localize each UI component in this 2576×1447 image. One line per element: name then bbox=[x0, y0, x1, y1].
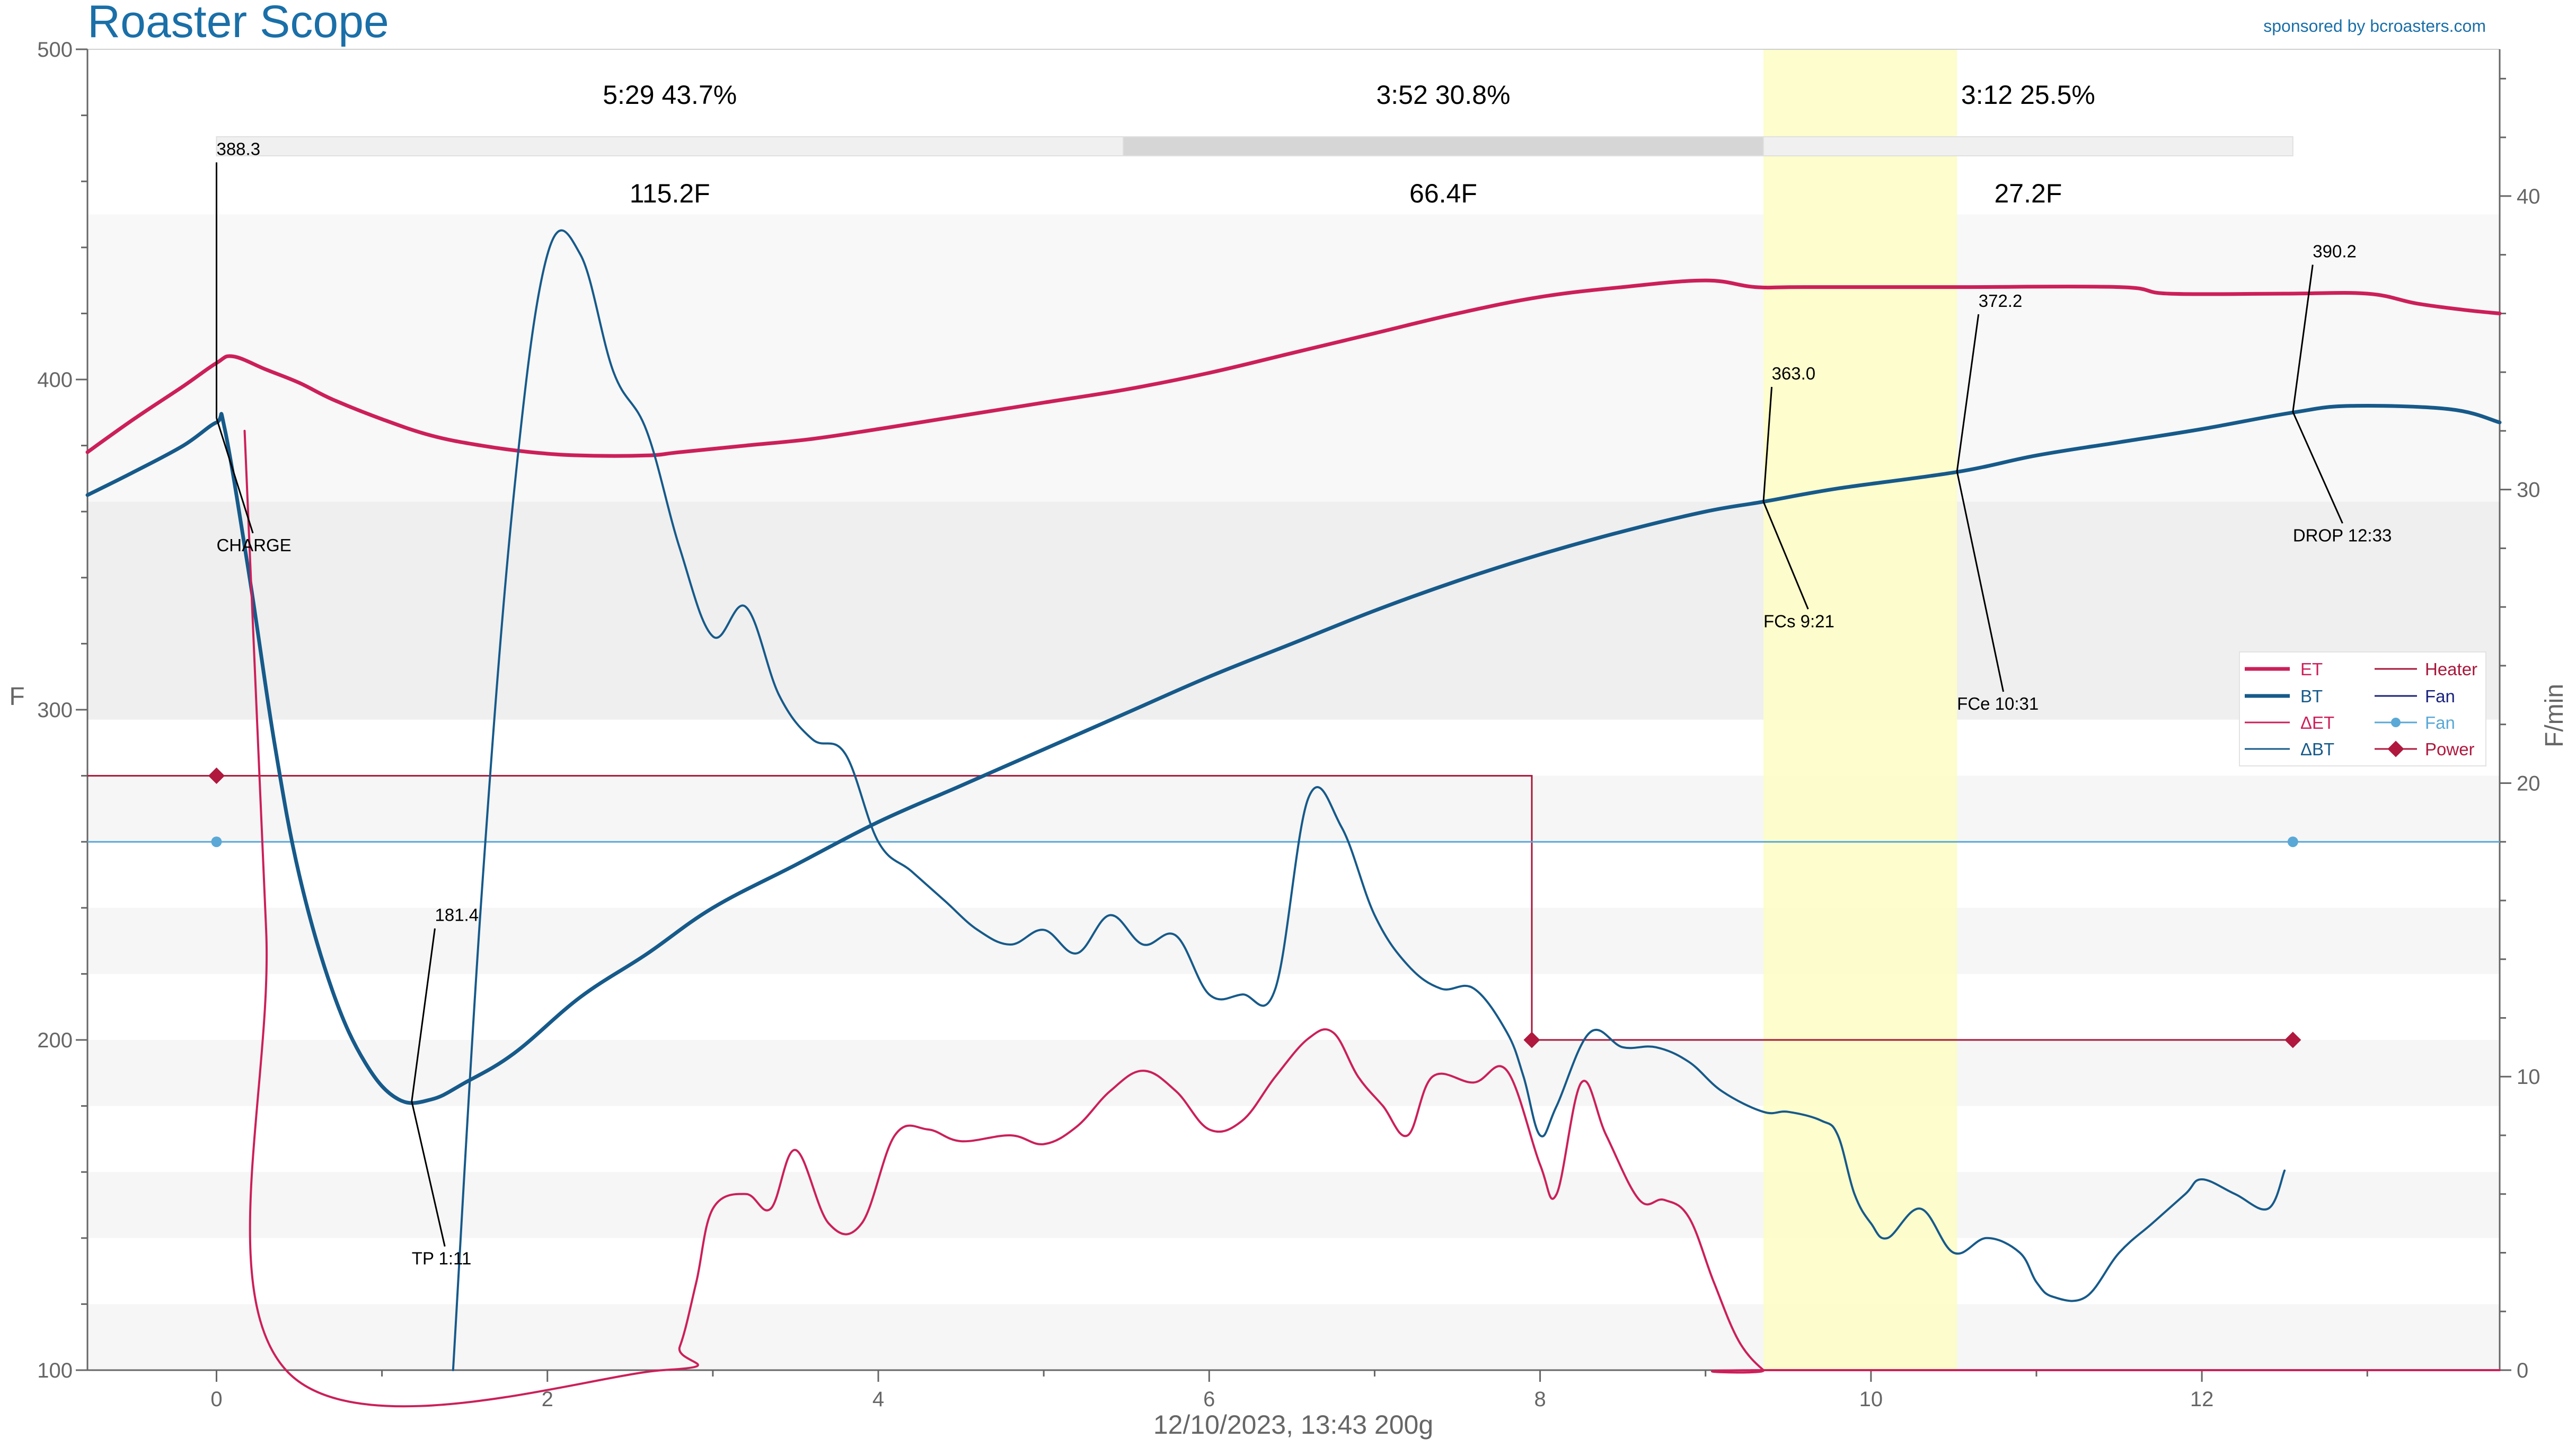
event-value-label: 181.4 bbox=[435, 905, 479, 925]
event-leader-line bbox=[1762, 386, 1773, 502]
event-leader-line bbox=[1956, 471, 2005, 692]
phase-bar-segment bbox=[216, 136, 1124, 156]
y-left-tick-label: 100 bbox=[37, 1359, 73, 1382]
x-tick-label: 6 bbox=[1203, 1388, 1215, 1411]
background-bands bbox=[87, 214, 2500, 1370]
fc-band-rect bbox=[1763, 49, 1957, 1370]
fan-marker bbox=[2287, 836, 2298, 848]
bg-band bbox=[87, 775, 2500, 842]
event-leader-line bbox=[216, 418, 254, 534]
bg-band bbox=[87, 907, 2500, 974]
phase-rise-label: 27.2F bbox=[1994, 179, 2062, 208]
event-name-label: FCe 10:31 bbox=[1957, 694, 2039, 713]
y-right-tick-label: 10 bbox=[2517, 1065, 2540, 1089]
legend: ET BT ΔET ΔBT Heater Fan Fan Power bbox=[2239, 651, 2486, 766]
event-leader-line bbox=[411, 1101, 446, 1247]
x-tick-label: 2 bbox=[542, 1388, 553, 1411]
delta-bt-line bbox=[452, 229, 2286, 1371]
event-name-label: CHARGE bbox=[216, 535, 291, 555]
x-tick-label: 12 bbox=[2190, 1388, 2214, 1411]
power-marker bbox=[1523, 1031, 1540, 1048]
series-group bbox=[85, 229, 2502, 1408]
power-marker bbox=[208, 767, 225, 784]
bg-band-development-zone bbox=[87, 501, 2500, 720]
footer-date-weight: 12/10/2023, 13:43 200g bbox=[1153, 1410, 1433, 1440]
event-value-label: 363.0 bbox=[1772, 364, 1816, 383]
legend-fan-label: Fan bbox=[2425, 713, 2455, 733]
x-tick-label: 0 bbox=[210, 1388, 222, 1411]
first-crack-band bbox=[1763, 49, 1957, 1370]
legend-power-label: Power bbox=[2425, 739, 2475, 759]
phase-bar-segment bbox=[1762, 136, 2293, 156]
x-tick-label: 8 bbox=[1534, 1388, 1546, 1411]
y-right-tick-label: 40 bbox=[2517, 185, 2540, 208]
y-right-tick-label: 30 bbox=[2517, 479, 2540, 502]
y-left-tick-label: 400 bbox=[37, 368, 73, 392]
x-tick-label: 10 bbox=[1859, 1388, 1883, 1411]
bg-band-roast-zone bbox=[87, 214, 2500, 502]
sponsor-link[interactable]: sponsored by bcroasters.com bbox=[2263, 16, 2486, 36]
event-leader-line bbox=[1762, 501, 1809, 610]
event-name-label: TP 1:11 bbox=[412, 1249, 472, 1268]
x-tick-label: 4 bbox=[872, 1388, 884, 1411]
delta-et-line bbox=[243, 429, 2501, 1408]
legend-heater-label: Heater bbox=[2425, 659, 2477, 679]
et-line bbox=[85, 278, 2502, 458]
event-leader-line bbox=[2292, 264, 2314, 412]
phase-bar: 5:29 43.7% 115.2F 3:52 30.8% 66.4F 3:12 25.5… bbox=[216, 80, 2293, 208]
bg-band bbox=[87, 1304, 2500, 1370]
event-value-label: 372.2 bbox=[1979, 291, 2023, 311]
phase-rise-label: 66.4F bbox=[1409, 179, 1477, 208]
event-leader-line bbox=[411, 928, 436, 1102]
phase-bar-segment bbox=[1122, 136, 1764, 156]
y-left-tick-label: 500 bbox=[37, 38, 73, 61]
legend-fan-setting-label: Fan bbox=[2425, 686, 2455, 706]
event-leader-line bbox=[2292, 411, 2343, 524]
event-name-label: FCs 9:21 bbox=[1763, 611, 1834, 631]
event-name-label: DROP 12:33 bbox=[2293, 525, 2392, 545]
y-left-tick-label: 200 bbox=[37, 1029, 73, 1052]
phase-time-label: 5:29 43.7% bbox=[603, 80, 737, 110]
legend-delta-et-label: ΔET bbox=[2300, 713, 2334, 733]
bg-band bbox=[87, 1040, 2500, 1106]
bt-line bbox=[85, 404, 2502, 1105]
chart-title: Roaster Scope bbox=[87, 0, 389, 47]
bg-band bbox=[87, 1172, 2500, 1238]
y-left-label: F bbox=[9, 683, 24, 711]
y-right-label: F/min bbox=[2540, 684, 2569, 747]
fan-marker bbox=[211, 836, 222, 848]
legend-box bbox=[2239, 651, 2486, 766]
legend-delta-bt-label: ΔBT bbox=[2300, 739, 2334, 759]
y-right-tick-label: 20 bbox=[2517, 772, 2540, 795]
phase-rise-label: 115.2F bbox=[630, 179, 710, 208]
event-value-label: 388.3 bbox=[216, 139, 260, 158]
event-annotations: 388.3 CHARGE 181.4 TP 1:11 363.0 FCs 9:21 372.… bbox=[215, 139, 2392, 1268]
y-right-tick-label: 0 bbox=[2517, 1359, 2528, 1382]
legend-bt-label: BT bbox=[2300, 686, 2323, 706]
phase-time-label: 3:52 30.8% bbox=[1376, 80, 1510, 110]
event-value-label: 390.2 bbox=[2313, 241, 2357, 261]
legend-fan-marker bbox=[2391, 718, 2401, 727]
legend-et-label: ET bbox=[2300, 659, 2323, 679]
phase-time-label: 3:12 25.5% bbox=[1961, 80, 2095, 110]
y-left-tick-label: 300 bbox=[37, 699, 73, 722]
axes: 0 2 4 6 8 10 12 100 200 300 400 500 0 10 20 30 40 bbox=[37, 38, 2540, 1411]
heater-line bbox=[87, 775, 2293, 1041]
event-leader-line bbox=[1956, 314, 1980, 472]
